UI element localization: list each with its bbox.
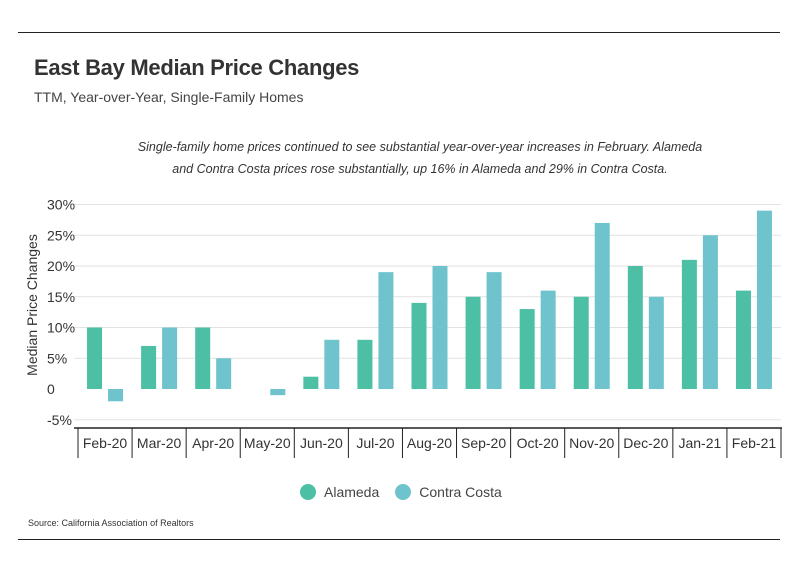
source-note: Source: California Association of Realto…	[28, 518, 194, 528]
legend-swatch-contra-costa	[395, 484, 412, 500]
bar-alameda-oct-20	[519, 309, 535, 389]
y-tick-label: -5%	[47, 412, 72, 428]
annotation-line-1: Single-family home prices continued to s…	[137, 140, 703, 154]
y-tick-label: 30%	[47, 197, 75, 213]
legend-swatch-alameda	[300, 484, 316, 500]
y-axis-label: Median Price Changes	[24, 234, 40, 376]
x-tick-label: Dec-20	[623, 435, 668, 451]
x-tick-label: Feb-20	[83, 435, 128, 451]
bar-alameda-dec-20	[627, 266, 643, 389]
x-tick-label: Apr-20	[192, 435, 234, 451]
legend-item-alameda: Alameda	[300, 484, 379, 500]
x-tick-label: Jul-20	[356, 435, 394, 451]
x-tick-label: Feb-21	[732, 435, 777, 451]
bar-contra-costa-oct-20	[540, 290, 556, 389]
bottom-rule	[18, 539, 780, 540]
x-tick-label: Jun-20	[300, 435, 343, 451]
y-axis-ticks: -5% 0 5% 10% 15% 20% 25% 30%	[47, 197, 75, 428]
x-axis: Feb-20 Mar-20 Apr-20 May-20 Jun-20 Jul-20 Aug-…	[74, 427, 782, 458]
bar-contra-costa-feb-21	[756, 210, 772, 389]
bar-contra-costa-jun-20	[324, 339, 340, 389]
bar-contra-costa-jul-20	[378, 272, 394, 389]
bar-contra-costa-mar-20	[162, 327, 178, 389]
bar-contra-costa-aug-20	[432, 266, 448, 389]
chart-title: East Bay Median Price Changes	[34, 55, 360, 80]
y-tick-label: 0	[47, 381, 55, 397]
bar-alameda-aug-20	[411, 302, 427, 389]
chart-annotation: Single-family home prices continued to s…	[120, 136, 720, 180]
bar-alameda-mar-20	[141, 345, 157, 389]
bar-contra-costa-nov-20	[594, 222, 610, 389]
bar-alameda-jul-20	[357, 339, 373, 389]
x-tick-label: Oct-20	[517, 435, 559, 451]
bar-contra-costa-jan-21	[702, 235, 718, 389]
bar-contra-costa-dec-20	[648, 296, 664, 389]
x-tick-label: Aug-20	[407, 435, 452, 451]
bar-alameda-feb-20	[87, 327, 103, 389]
bars	[87, 210, 772, 402]
x-tick-label: Nov-20	[569, 435, 614, 451]
legend: Alameda Contra Costa	[300, 484, 518, 500]
x-tick-label: May-20	[244, 435, 291, 451]
chart-subtitle: TTM, Year-over-Year, Single-Family Homes	[34, 89, 304, 105]
y-tick-label: 15%	[47, 289, 75, 305]
y-tick-label: 10%	[47, 320, 75, 336]
y-tick-label: 5%	[47, 350, 67, 366]
y-tick-label: 20%	[47, 258, 75, 274]
bar-contra-costa-apr-20	[216, 358, 232, 389]
x-tick-label: Jan-21	[678, 435, 721, 451]
bar-contra-costa-feb-20	[108, 389, 124, 402]
bar-alameda-sep-20	[465, 296, 481, 389]
x-tick-label: Sep-20	[461, 435, 506, 451]
top-rule	[18, 32, 780, 33]
legend-label-alameda: Alameda	[324, 484, 380, 500]
gridlines	[74, 204, 781, 421]
bar-alameda-nov-20	[573, 296, 589, 389]
bar-alameda-feb-21	[735, 290, 751, 389]
x-tick-label: Mar-20	[137, 435, 182, 451]
bar-contra-costa-may-20	[270, 389, 286, 396]
bar-alameda-jun-20	[303, 376, 319, 389]
legend-item-contra-costa: Contra Costa	[395, 484, 502, 500]
y-tick-label: 25%	[47, 227, 75, 243]
legend-label-contra-costa: Contra Costa	[419, 484, 502, 500]
bar-contra-costa-sep-20	[486, 272, 502, 389]
bar-alameda-jan-21	[681, 259, 697, 389]
annotation-line-2: and Contra Costa prices rose substantial…	[172, 162, 668, 176]
bar-alameda-apr-20	[195, 327, 211, 389]
